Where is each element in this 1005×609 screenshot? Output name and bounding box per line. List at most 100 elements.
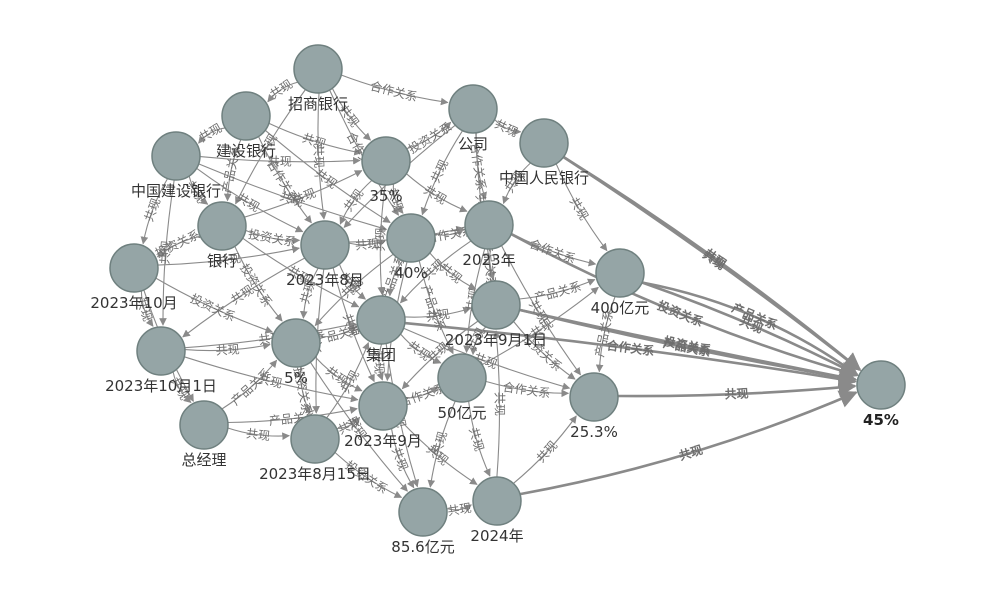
edge-86: [401, 320, 479, 390]
node-2023年10月[interactable]: 2023年10月: [90, 243, 178, 312]
node-circle[interactable]: [448, 84, 498, 134]
node-label: 5%: [284, 369, 308, 387]
node-circle[interactable]: [472, 476, 522, 526]
node-2023年9月1日[interactable]: 2023年9月1日: [445, 280, 547, 349]
node-circle[interactable]: [356, 295, 406, 345]
edge-34: [188, 175, 209, 205]
node-circle[interactable]: [221, 91, 271, 141]
edge-22: [184, 342, 271, 352]
node-circle[interactable]: [437, 353, 487, 403]
edge-54: [258, 136, 312, 224]
edge-87: [501, 245, 581, 376]
edge-16: [348, 239, 386, 247]
node-2023年9月[interactable]: 2023年9月: [344, 381, 422, 450]
node-label: 2023年10月1日: [105, 377, 217, 395]
edge-80: [184, 321, 357, 349]
node-circle[interactable]: [358, 381, 408, 431]
node-circle[interactable]: [471, 280, 521, 330]
edge-49: [198, 127, 226, 144]
edge-label-16: 共现: [355, 237, 380, 253]
node-400亿元[interactable]: 400亿元: [591, 248, 650, 317]
edge-20: [404, 306, 471, 318]
node-circle[interactable]: [519, 118, 569, 168]
node-circle[interactable]: [179, 400, 229, 450]
edge-label-99: 共现: [492, 392, 506, 416]
node-circle[interactable]: [136, 326, 186, 376]
node-85_6亿元[interactable]: 85.6亿元: [391, 487, 455, 556]
edge-8: [519, 390, 858, 496]
edge-31: [406, 173, 468, 213]
node-circle[interactable]: [109, 243, 159, 293]
edge-26: [485, 380, 570, 398]
node-circle[interactable]: [290, 414, 340, 464]
node-中国人民银行[interactable]: 中国人民银行: [499, 118, 589, 187]
node-35pct[interactable]: 35%: [361, 136, 411, 205]
edge-label-51: 共现: [466, 426, 486, 453]
node-50亿元[interactable]: 50亿元: [437, 353, 487, 422]
node-5pct[interactable]: 5%: [271, 318, 321, 387]
node-label: 2023年9月1日: [445, 331, 547, 349]
node-25_3pct[interactable]: 25.3%: [569, 372, 619, 441]
edge-73: [418, 260, 454, 355]
node-银行[interactable]: 银行: [197, 201, 247, 270]
edge-79: [199, 156, 361, 165]
edge-15: [157, 245, 300, 266]
edge-35: [140, 290, 154, 327]
node-label: 50亿元: [437, 404, 486, 422]
edge-label-22: 共现: [215, 342, 240, 357]
edge-69: [329, 89, 399, 216]
node-建设银行[interactable]: 建设银行: [216, 91, 276, 160]
node-2023年8月[interactable]: 2023年8月: [286, 220, 364, 289]
node-集团[interactable]: 集团: [356, 295, 406, 364]
edge-85: [314, 253, 394, 327]
node-circle[interactable]: [569, 372, 619, 422]
edge-64: [513, 321, 576, 380]
edge-label-29: 投资关系: [405, 119, 454, 157]
edge-1: [562, 155, 862, 371]
edge-70: [159, 179, 175, 326]
node-label: 400亿元: [591, 299, 650, 317]
node-circle[interactable]: [300, 220, 350, 270]
edge-76: [400, 421, 478, 485]
edge-2: [510, 232, 859, 380]
edge-47: [429, 252, 477, 290]
node-40pct[interactable]: 40%: [386, 213, 436, 282]
node-招商银行[interactable]: 招商银行: [288, 44, 348, 113]
node-2023年8月15日[interactable]: 2023年8月15日: [259, 414, 371, 483]
node-45pct[interactable]: 45%: [856, 360, 906, 429]
edge-label-6: 合作关系: [606, 337, 656, 358]
edge-44: [299, 267, 319, 319]
node-circle[interactable]: [464, 200, 514, 250]
edge-37: [300, 366, 311, 415]
node-circle[interactable]: [386, 213, 436, 263]
node-2024年[interactable]: 2024年: [470, 476, 524, 545]
edge-14: [245, 229, 301, 245]
node-circle[interactable]: [151, 131, 201, 181]
node-circle[interactable]: [271, 318, 321, 368]
edge-label-55: 共现: [428, 157, 451, 185]
edge-96: [399, 240, 472, 304]
node-label: 2023年8月: [286, 271, 364, 289]
edge-label-39: 共现: [372, 350, 387, 374]
node-circle[interactable]: [856, 360, 906, 410]
edge-28: [513, 415, 577, 484]
edge-19: [519, 278, 596, 300]
node-公司[interactable]: 公司: [448, 84, 498, 153]
node-circle[interactable]: [361, 136, 411, 186]
node-label: 2023年: [462, 251, 515, 269]
node-中国建设银行[interactable]: 中国建设银行: [131, 131, 221, 200]
edge-25: [405, 386, 439, 399]
node-2023年[interactable]: 2023年: [462, 200, 516, 269]
node-label: 35%: [369, 187, 402, 205]
node-总经理[interactable]: 总经理: [179, 400, 229, 469]
node-circle[interactable]: [398, 487, 448, 537]
node-circle[interactable]: [595, 248, 645, 298]
node-2023年10月1日[interactable]: 2023年10月1日: [105, 326, 217, 395]
edge-24: [336, 416, 361, 430]
edge-51: [468, 401, 491, 477]
node-label: 40%: [394, 264, 427, 282]
node-circle[interactable]: [293, 44, 343, 94]
edge-27: [446, 504, 472, 512]
node-circle[interactable]: [197, 201, 247, 251]
